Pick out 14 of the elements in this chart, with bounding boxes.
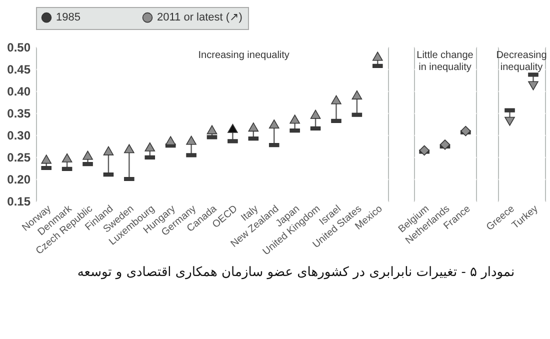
y-tick-label: 0.30 [7,128,31,142]
legend-label: 1985 [56,12,80,24]
y-tick-label: 0.40 [7,84,31,98]
y-tick-label: 0.50 [7,40,31,54]
y-tick-label: 0.20 [7,172,31,186]
y-tick-label: 0.45 [7,62,31,76]
y-tick-label: 0.35 [7,106,31,120]
annotation: Little change in inequality [416,50,474,73]
legend-label: 2011 or latest (↗) [157,12,242,24]
annotation: Decreasing inequality [496,50,547,73]
annotation: Increasing inequality [198,50,290,61]
text: نمودار ۵ - تغییرات نابرابری در کشورهای عضو سازمان همکاری اقتصادی و توسعه [77,265,515,280]
y-tick-label: 0.25 [7,150,31,164]
y-tick-label: 0.15 [7,194,31,208]
